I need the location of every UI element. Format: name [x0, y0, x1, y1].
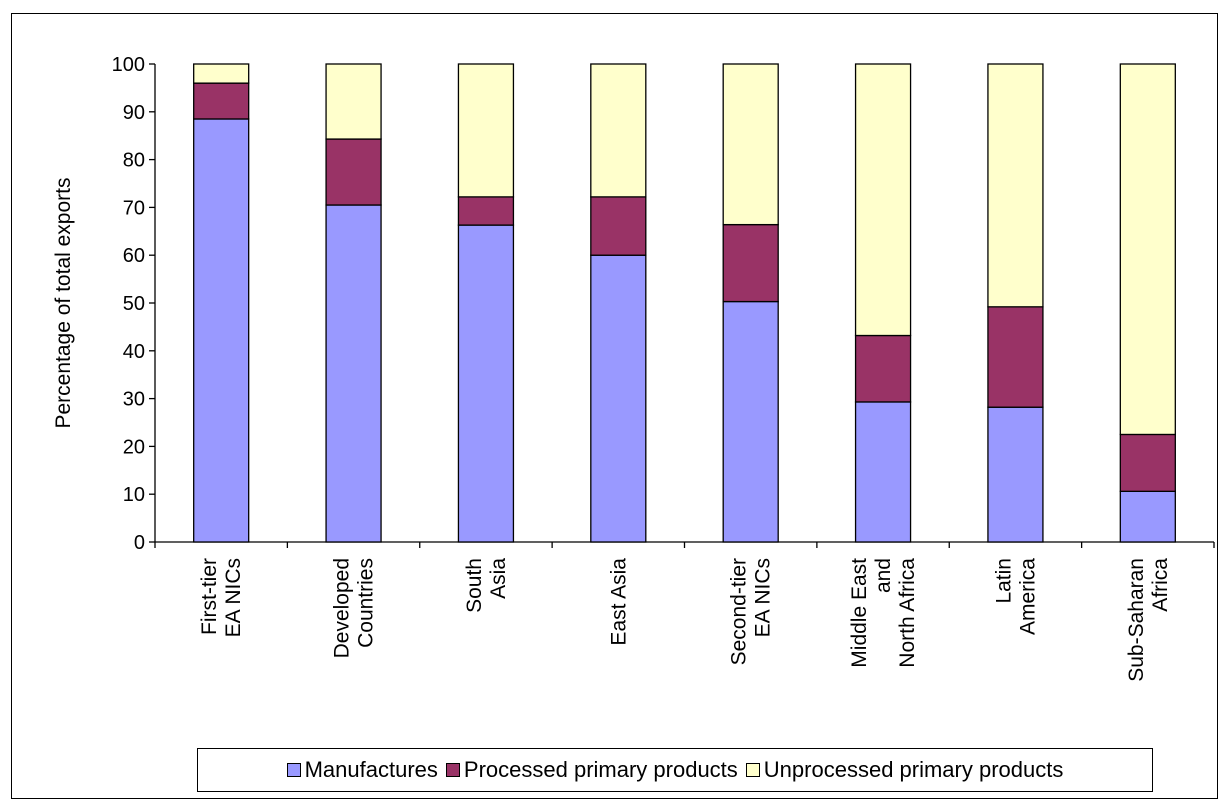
x-tick-label-line: North Africa	[896, 558, 919, 668]
x-tick-label-line: Sub-Saharan	[1125, 558, 1148, 682]
bar-unprocessed	[854, 63, 912, 337]
bar-unprocessed	[987, 63, 1044, 308]
bar-unprocessed	[722, 63, 779, 226]
stacked-bar-chart: 0 10 20 30 40 50 60 70 80 90 100 Percentage of tota…	[52, 54, 1215, 682]
x-tick-label: First-tierEA NICs	[198, 558, 245, 637]
bar-processed	[457, 196, 515, 226]
legend-label: Unprocessed primary products	[763, 757, 1064, 782]
y-tick-label: 90	[123, 102, 145, 124]
x-tick-label-line: America	[1016, 558, 1039, 635]
x-tick-label-line: South	[463, 558, 486, 613]
legend-label: Manufactures	[304, 757, 438, 782]
bar-processed	[987, 306, 1044, 408]
x-tick-label: SouthAsia	[463, 558, 510, 613]
x-tick-label-line: and	[872, 558, 895, 593]
bar-manufactures	[854, 401, 912, 543]
x-tick-label-line: Latin	[992, 558, 1015, 604]
x-tick-label: LatinAmerica	[992, 558, 1039, 635]
y-tick-label: 20	[123, 436, 145, 458]
x-tick-label-line: EA NICs	[222, 558, 245, 637]
x-tick-label: East Asia	[607, 558, 630, 646]
bar-processed	[854, 334, 912, 403]
bar-unprocessed	[325, 63, 382, 140]
bar-processed	[193, 82, 250, 120]
y-axis-label: Percentage of total exports	[52, 178, 75, 429]
legend-swatch	[286, 763, 301, 777]
bar-processed	[590, 196, 647, 256]
chart-frame: 0 10 20 30 40 50 60 70 80 90 100 Percentage of tota…	[11, 13, 1218, 799]
x-tick-label: Second-tierEA NICs	[728, 558, 775, 665]
bar-unprocessed	[590, 63, 647, 198]
bar-manufactures	[722, 300, 779, 543]
bar-manufactures	[590, 254, 647, 543]
x-tick-label: Middle EastandNorth Africa	[848, 558, 919, 668]
x-tick-label-line: Developed	[331, 558, 354, 658]
x-tick-label: Sub-SaharanAfrica	[1125, 558, 1172, 682]
y-tick-label: 10	[123, 484, 145, 506]
x-tick-label-line: Second-tier	[728, 558, 751, 665]
legend-swatch	[445, 763, 460, 777]
bar-manufactures	[987, 406, 1044, 543]
legend: Manufactures Processed primary products Un…	[197, 748, 1153, 792]
y-tick-label: 0	[134, 532, 145, 554]
x-tick-label-line: Africa	[1149, 558, 1172, 612]
x-tick-label-line: Countries	[355, 558, 378, 648]
y-tick-label: 30	[123, 389, 145, 411]
legend-item: Unprocessed primary products	[745, 757, 1064, 783]
legend-item: Processed primary products	[445, 757, 738, 783]
y-tick-label: 50	[123, 293, 145, 315]
x-tick-label-line: EA NICs	[752, 558, 775, 637]
x-tick-label-line: Asia	[487, 558, 510, 599]
bar-processed	[722, 223, 779, 303]
x-tick-label-line: Middle East	[848, 558, 871, 668]
bar-unprocessed	[1119, 63, 1176, 436]
y-tick-label: 100	[112, 54, 145, 76]
x-tick-label-line: First-tier	[198, 558, 221, 635]
legend-label: Processed primary products	[463, 757, 738, 782]
x-tick-label-line: East Asia	[607, 558, 630, 646]
bar-processed	[325, 138, 382, 206]
y-tick-label: 40	[123, 341, 145, 363]
bar-manufactures	[325, 204, 382, 543]
y-tick-label: 60	[123, 245, 145, 267]
bar-processed	[1119, 433, 1176, 492]
x-tick-label: DevelopedCountries	[331, 558, 378, 658]
y-tick-label: 70	[123, 197, 145, 219]
bar-unprocessed	[457, 63, 515, 198]
y-tick-label: 80	[123, 150, 145, 172]
legend-item: Manufactures	[286, 757, 438, 783]
bar-manufactures	[193, 118, 250, 543]
bar-manufactures	[457, 224, 515, 543]
bar-manufactures	[1119, 490, 1176, 543]
bar-unprocessed	[193, 63, 250, 84]
legend-swatch	[745, 763, 760, 777]
